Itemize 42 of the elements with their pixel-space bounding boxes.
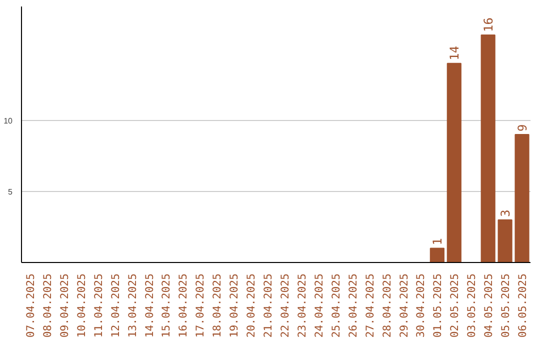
bar [430,248,444,262]
x-tick-label: 17.04.2025 [194,274,207,338]
y-tick-label: 10 [4,116,14,126]
bar [498,219,512,262]
x-tick-label: 08.04.2025 [40,274,54,338]
x-tick-label: 26.04.2025 [346,274,360,338]
y-tick-label: 5 [8,187,14,196]
bar [480,34,496,262]
x-tick-label: 09.04.2025 [58,274,71,338]
x-tick-label: 02.05.2025 [448,274,462,338]
x-tick-label: 18.04.2025 [210,274,224,338]
x-tick-label: 13.04.2025 [126,274,139,338]
x-tick-label: 24.04.2025 [312,274,326,338]
x-tick-label: 04.05.2025 [482,274,496,338]
x-tick-label: 10.04.2025 [74,274,88,338]
data-label: 9 [516,124,530,132]
x-tick-label: 30.04.2025 [414,274,428,338]
x-tick-label: 15.04.2025 [160,274,173,338]
x-tick-label: 19.04.2025 [228,274,241,338]
data-label: 14 [448,46,462,60]
x-tick-label: 03.05.2025 [465,274,478,338]
x-tick-label: 11.04.2025 [92,274,105,338]
x-tick-label: 07.04.2025 [24,274,37,338]
x-tick-label: 16.04.2025 [176,274,190,338]
x-tick-label: 01.05.2025 [431,274,444,338]
x-tick-label: 05.05.2025 [499,274,512,338]
x-tick-label: 29.04.2025 [397,274,410,338]
x-tick-label: 20.04.2025 [244,274,258,338]
x-tick-label: 06.05.2025 [516,274,530,338]
x-tick-label: 27.04.2025 [363,274,376,338]
bar [446,62,462,262]
x-tick-label: 25.04.2025 [329,274,342,338]
x-tick-label: 14.04.2025 [142,274,156,338]
bar [514,134,530,262]
x-tick-label: 22.04.2025 [278,274,292,338]
x-tick-label: 21.04.2025 [262,274,275,338]
data-label: 3 [498,210,513,217]
x-tick-label: 28.04.2025 [380,274,394,338]
x-tick-label: 23.04.2025 [295,274,308,338]
data-label: 1 [430,238,445,246]
data-label: 16 [482,17,496,32]
x-tick-label: 12.04.2025 [108,274,122,338]
